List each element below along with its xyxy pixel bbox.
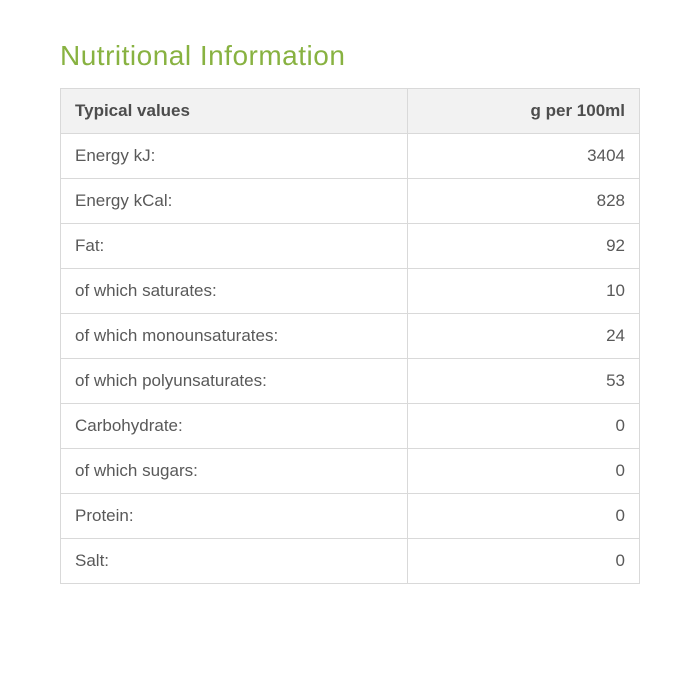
col-value-header: g per 100ml [408, 89, 640, 134]
nutrition-table: Typical values g per 100ml Energy kJ:340… [60, 88, 640, 584]
row-value: 828 [408, 179, 640, 224]
row-label: Energy kCal: [61, 179, 408, 224]
table-row: Salt:0 [61, 539, 640, 584]
row-value: 92 [408, 224, 640, 269]
table-row: of which saturates:10 [61, 269, 640, 314]
row-label: Energy kJ: [61, 134, 408, 179]
table-body: Energy kJ:3404Energy kCal:828Fat:92of wh… [61, 134, 640, 584]
row-label: of which sugars: [61, 449, 408, 494]
row-value: 0 [408, 539, 640, 584]
row-value: 10 [408, 269, 640, 314]
row-value: 0 [408, 494, 640, 539]
table-header-row: Typical values g per 100ml [61, 89, 640, 134]
row-value: 24 [408, 314, 640, 359]
col-label-header: Typical values [61, 89, 408, 134]
table-row: Fat:92 [61, 224, 640, 269]
row-value: 0 [408, 449, 640, 494]
row-label: of which monounsaturates: [61, 314, 408, 359]
row-label: of which polyunsaturates: [61, 359, 408, 404]
table-row: of which sugars:0 [61, 449, 640, 494]
table-row: Energy kJ:3404 [61, 134, 640, 179]
table-row: Protein:0 [61, 494, 640, 539]
row-label: Carbohydrate: [61, 404, 408, 449]
table-row: Carbohydrate:0 [61, 404, 640, 449]
row-label: Salt: [61, 539, 408, 584]
row-value: 0 [408, 404, 640, 449]
table-row: Energy kCal:828 [61, 179, 640, 224]
row-label: Protein: [61, 494, 408, 539]
row-label: Fat: [61, 224, 408, 269]
row-value: 53 [408, 359, 640, 404]
row-value: 3404 [408, 134, 640, 179]
table-row: of which monounsaturates:24 [61, 314, 640, 359]
row-label: of which saturates: [61, 269, 408, 314]
table-row: of which polyunsaturates:53 [61, 359, 640, 404]
page-title: Nutritional Information [60, 40, 640, 72]
